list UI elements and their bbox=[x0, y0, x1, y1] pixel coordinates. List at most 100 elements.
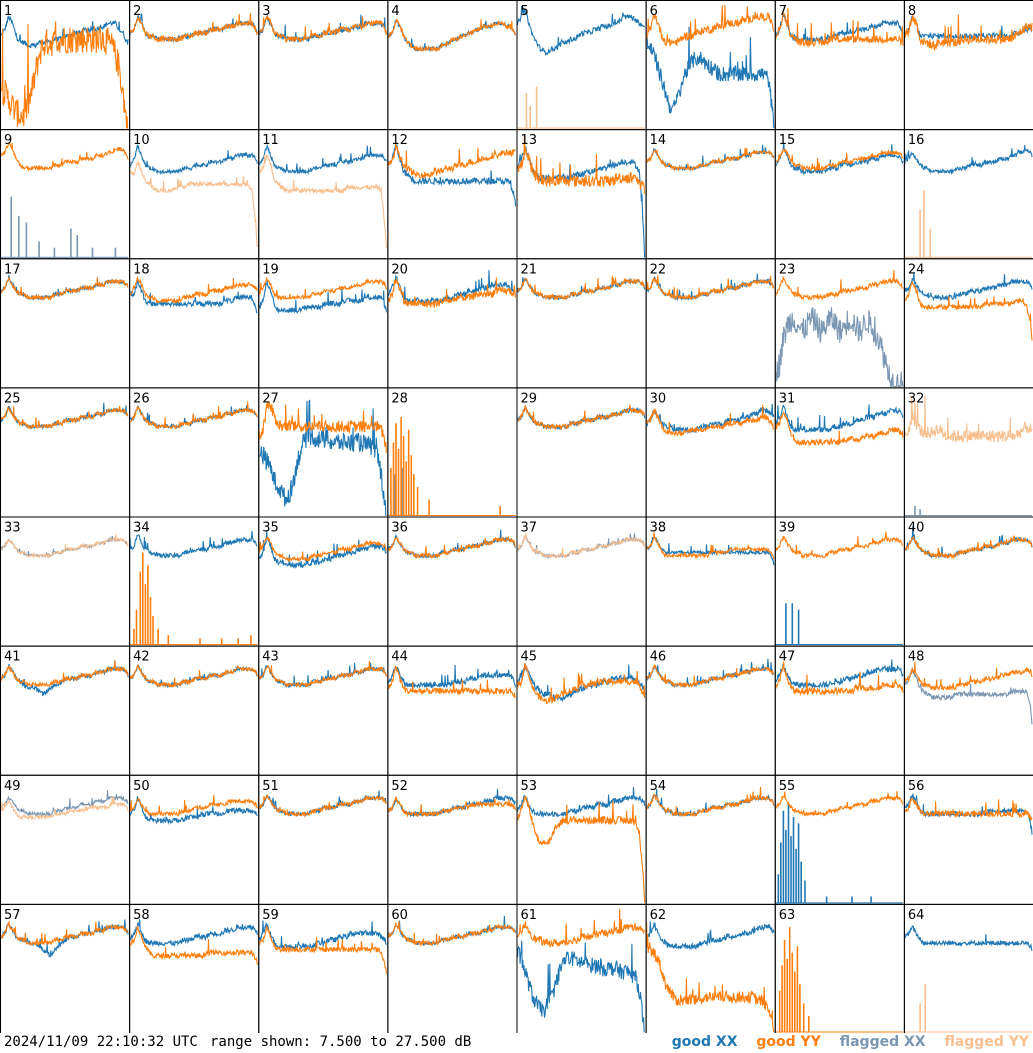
tile-17-frame bbox=[0, 258, 131, 389]
tile-53: 53 bbox=[516, 774, 647, 905]
tile-10-frame bbox=[129, 129, 260, 260]
tile-label: 32 bbox=[908, 391, 925, 406]
tile-label: 4 bbox=[391, 4, 399, 19]
tile-53-xx-line bbox=[516, 787, 646, 819]
tile-label: 12 bbox=[391, 133, 408, 148]
tile-50: 50 bbox=[129, 774, 260, 905]
tile-50-xx-line bbox=[129, 796, 258, 825]
tile-12-frame bbox=[387, 129, 518, 260]
tile-14: 14 bbox=[645, 129, 776, 260]
tile-3-xx-line bbox=[258, 14, 387, 44]
tile-47-yy-line bbox=[775, 661, 904, 697]
tile-19: 19 bbox=[258, 258, 389, 389]
tile-31: 31 bbox=[774, 387, 905, 518]
tile-label: 21 bbox=[521, 262, 538, 277]
tile-label: 29 bbox=[521, 391, 538, 406]
tile-10-yy-line bbox=[129, 160, 258, 247]
tile-label: 47 bbox=[779, 650, 796, 665]
tile-45-yy-line bbox=[517, 663, 646, 705]
tile-5: 5 bbox=[516, 0, 647, 131]
tile-55-frame bbox=[774, 774, 905, 905]
tile-36-yy-line bbox=[387, 535, 516, 559]
tile-label: 40 bbox=[908, 521, 925, 536]
tile-9: 9 bbox=[0, 129, 131, 260]
tile-label: 22 bbox=[650, 262, 667, 277]
tile-56: 56 bbox=[903, 774, 1033, 905]
tile-43: 43 bbox=[258, 645, 389, 776]
tile-58-yy-line bbox=[129, 925, 258, 965]
tile-41: 41 bbox=[0, 645, 131, 776]
tile-label: 11 bbox=[262, 133, 279, 148]
legend-good-yy: good YY bbox=[756, 1034, 821, 1050]
tile-29: 29 bbox=[516, 387, 647, 518]
tile-56-frame bbox=[903, 774, 1033, 905]
tile-18: 18 bbox=[129, 258, 260, 389]
tile-34-frame bbox=[129, 516, 260, 647]
tile-51-frame bbox=[258, 774, 389, 905]
tile-25: 25 bbox=[0, 387, 131, 518]
tile-64-xx-line bbox=[904, 925, 1033, 951]
tile-25-frame bbox=[0, 387, 131, 518]
tile-32-yy-line bbox=[904, 396, 1033, 444]
tile-62-xx-line bbox=[646, 921, 775, 951]
tile-4-xx-line bbox=[387, 19, 516, 52]
tile-21: 21 bbox=[516, 258, 647, 389]
tile-31-xx-line bbox=[775, 404, 904, 434]
tile-20: 20 bbox=[387, 258, 518, 389]
tile-48-xx-line bbox=[904, 667, 1033, 725]
tile-7-yy-line bbox=[775, 8, 904, 48]
tile-2: 2 bbox=[129, 0, 260, 131]
tile-58: 58 bbox=[129, 903, 260, 1033]
tile-label: 53 bbox=[521, 779, 538, 794]
tile-label: 55 bbox=[779, 779, 796, 794]
tile-27: 27 bbox=[258, 387, 389, 518]
tile-41-frame bbox=[0, 645, 131, 776]
tile-label: 34 bbox=[133, 521, 150, 536]
tile-label: 60 bbox=[391, 908, 408, 923]
tile-label: 48 bbox=[908, 650, 925, 665]
tile-30-xx-line bbox=[646, 403, 775, 435]
tile-label: 19 bbox=[262, 262, 279, 277]
tile-label: 8 bbox=[908, 4, 916, 19]
tile-label: 56 bbox=[908, 779, 925, 794]
tile-1-frame bbox=[0, 0, 131, 131]
tile-60-yy-line bbox=[387, 921, 516, 947]
tile-20-frame bbox=[387, 258, 518, 389]
tile-47: 47 bbox=[774, 645, 905, 776]
tile-36-frame bbox=[387, 516, 518, 647]
tile-label: 46 bbox=[650, 650, 667, 665]
tile-3-frame bbox=[258, 0, 389, 131]
tile-37: 37 bbox=[516, 516, 647, 647]
tile-6: 6 bbox=[645, 0, 776, 131]
tile-label: 16 bbox=[908, 133, 925, 148]
tile-33-frame bbox=[0, 516, 131, 647]
tile-label: 25 bbox=[4, 391, 21, 406]
tile-51-yy-line bbox=[258, 793, 387, 818]
tile-49-xx-line bbox=[0, 790, 129, 817]
tile-54: 54 bbox=[645, 774, 776, 905]
tile-label: 27 bbox=[262, 391, 279, 406]
legend-flagged-yy: flagged YY bbox=[944, 1034, 1029, 1050]
tile-13-xx-line bbox=[517, 146, 646, 258]
tile-44-xx-line bbox=[387, 664, 517, 690]
tile-18-frame bbox=[129, 258, 260, 389]
tile-41-xx-line bbox=[0, 660, 129, 697]
tile-6-yy-line bbox=[646, 4, 775, 46]
tile-label: 42 bbox=[133, 650, 150, 665]
tile-19-yy-line bbox=[258, 276, 387, 301]
tile-38: 38 bbox=[645, 516, 776, 647]
tile-label: 62 bbox=[650, 908, 667, 923]
tile-9-frame bbox=[0, 129, 131, 260]
tile-44-frame bbox=[387, 645, 518, 776]
tile-label: 44 bbox=[391, 650, 408, 665]
tile-19-frame bbox=[258, 258, 389, 389]
tile-41-yy-line bbox=[0, 660, 129, 688]
tile-49: 49 bbox=[0, 774, 131, 905]
tile-20-yy-line bbox=[387, 277, 517, 309]
tile-36: 36 bbox=[387, 516, 518, 647]
tile-label: 59 bbox=[262, 908, 279, 923]
tile-43-frame bbox=[258, 645, 389, 776]
tile-50-frame bbox=[129, 774, 260, 905]
range-label: range shown: 7.500 to 27.500 dB bbox=[210, 1034, 472, 1050]
